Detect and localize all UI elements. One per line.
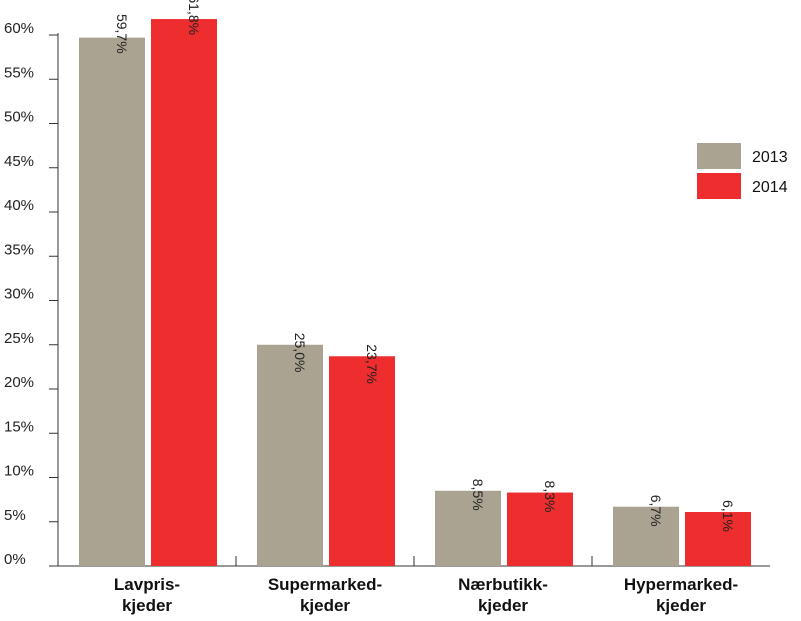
legend-label: 2013: [752, 149, 788, 166]
category-labels: Lavpris-kjeder Supermarked-kjeder Nærbutik…: [114, 575, 738, 615]
bar-2013-2: [435, 490, 501, 566]
bar-2013-3: [613, 506, 679, 566]
bars: [79, 19, 751, 566]
legend-swatch-2013: [697, 143, 741, 169]
bar-value-label: 6,7%: [648, 495, 664, 527]
bar-value-label: 6,1%: [720, 500, 736, 532]
category-label: Supermarked-: [268, 575, 382, 594]
y-tick-label: 60%: [4, 20, 34, 37]
y-tick-label: 25%: [4, 330, 34, 347]
bar-value-label: 25,0%: [292, 333, 308, 373]
category-label: kjeder: [122, 596, 172, 615]
y-tick-label: 45%: [4, 153, 34, 170]
y-tick-label: 10%: [4, 463, 34, 480]
category-label: kjeder: [656, 596, 706, 615]
bar-2014-2: [507, 492, 573, 566]
legend: 2013 2014: [697, 143, 788, 199]
bar-value-label: 59,7%: [114, 14, 130, 54]
y-tick-label: 55%: [4, 64, 34, 81]
bar-value-label: 23,7%: [364, 344, 380, 384]
bar-2013-1: [257, 344, 323, 566]
y-tick-label: 15%: [4, 418, 34, 435]
y-tick-label: 0%: [4, 551, 26, 568]
bar-2013-0: [79, 37, 145, 566]
bar-value-label: 8,3%: [542, 481, 558, 513]
y-tick-label: 5%: [4, 507, 26, 524]
y-tick-label: 20%: [4, 374, 34, 391]
bar-value-label: 8,5%: [470, 479, 486, 511]
bar-2014-1: [329, 356, 395, 566]
category-label: Nærbutikk-: [458, 575, 548, 594]
y-tick-label: 50%: [4, 109, 34, 126]
category-label: kjeder: [478, 596, 528, 615]
y-tick-label: 30%: [4, 286, 34, 303]
category-label: kjeder: [300, 596, 350, 615]
category-label: Hypermarked-: [624, 575, 738, 594]
y-axis: 0% 5% 10% 15% 20% 25% 30% 35% 40% 45% 50% 55% 60%: [4, 20, 59, 568]
bar-2014-3: [685, 512, 751, 566]
legend-swatch-2014: [697, 173, 741, 199]
bar-2014-0: [151, 19, 217, 566]
legend-label: 2014: [752, 179, 788, 196]
bar-value-label: 61,8%: [186, 0, 202, 35]
y-tick-label: 35%: [4, 241, 34, 258]
category-label: Lavpris-: [114, 575, 180, 594]
y-tick-label: 40%: [4, 197, 34, 214]
bar-labels: 59,7% 61,8% 25,0% 23,7% 8,5% 8,3% 6,7% 6,1%: [114, 0, 736, 532]
